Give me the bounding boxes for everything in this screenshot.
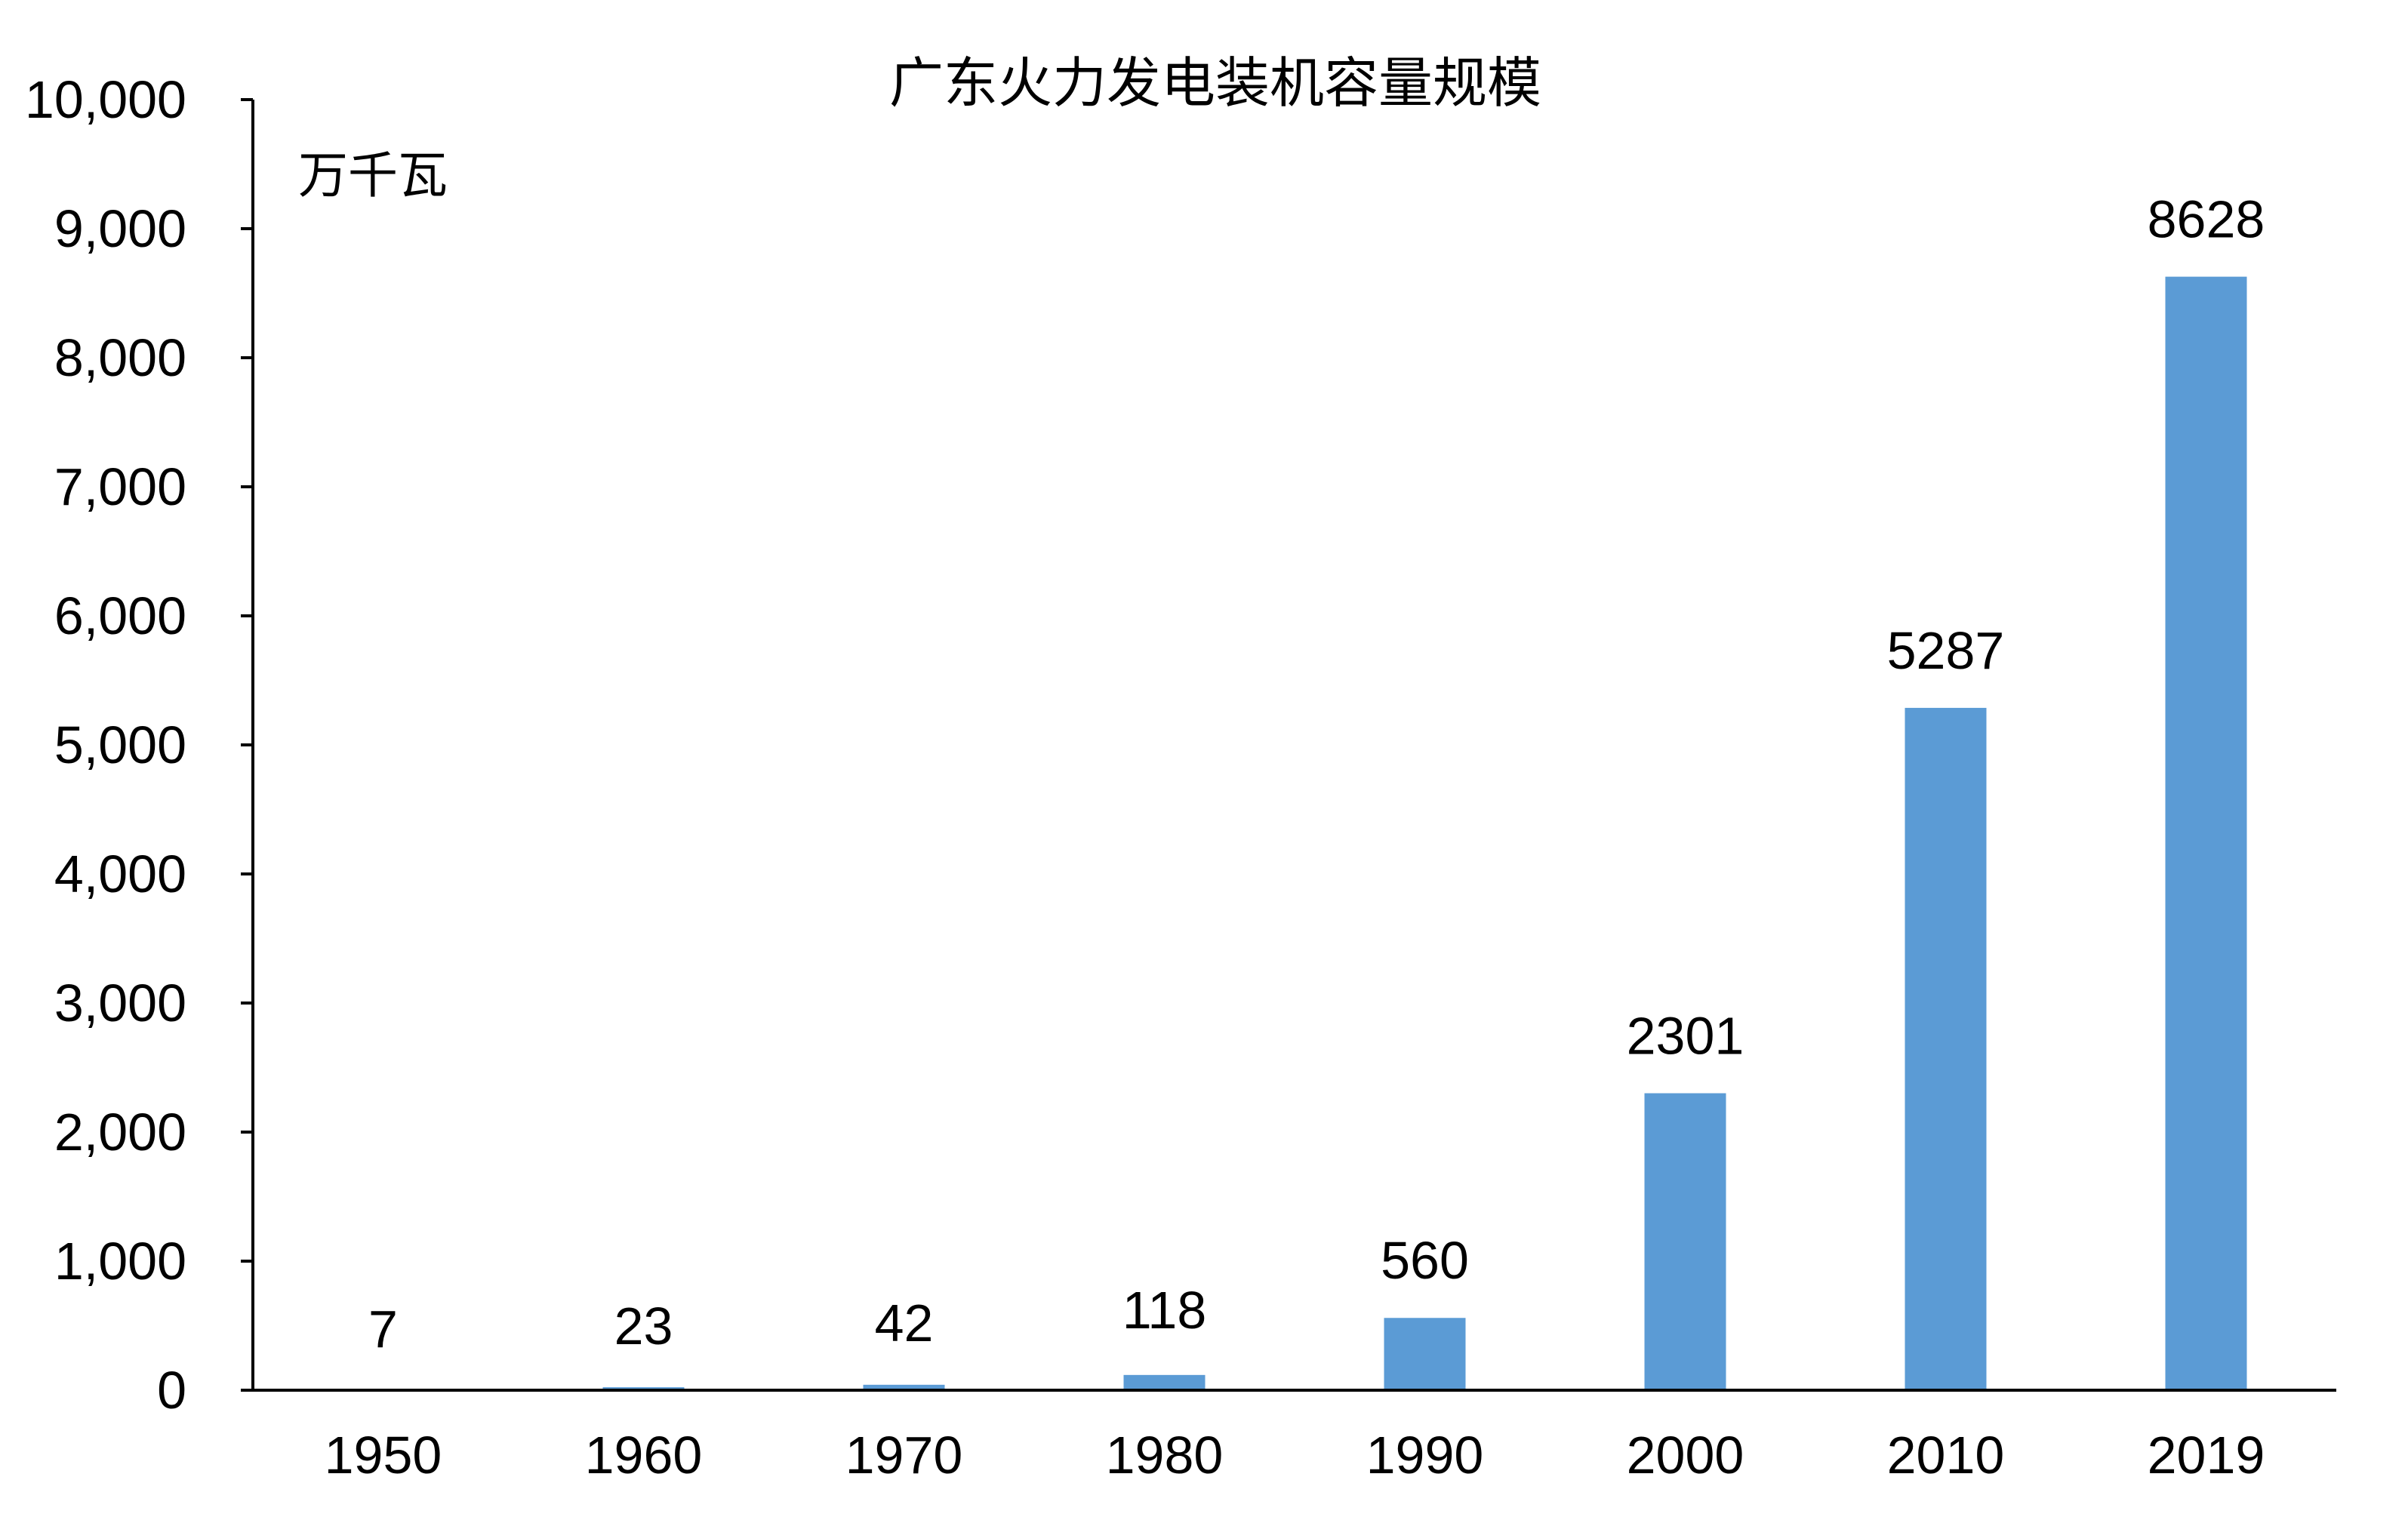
bar-1980: [1123, 1374, 1206, 1390]
y-tick-label: 4,000: [54, 845, 186, 903]
x-tick-label: 2000: [1627, 1426, 1744, 1485]
bar-1970: [863, 1384, 945, 1390]
x-tick-label: 1980: [1106, 1426, 1224, 1485]
data-label: 118: [1122, 1281, 1207, 1340]
bar-2010: [1905, 707, 1987, 1390]
data-label: 42: [875, 1294, 934, 1352]
data-label: 560: [1381, 1231, 1469, 1290]
bar-1990: [1384, 1318, 1466, 1390]
y-tick-label: 1,000: [54, 1232, 186, 1291]
y-tick-label: 5,000: [54, 715, 186, 774]
x-tick-label: 1950: [325, 1426, 442, 1485]
y-tick-label: 6,000: [54, 586, 186, 645]
x-tick-label: 1990: [1366, 1426, 1484, 1485]
data-label: 8628: [2148, 190, 2265, 249]
plot-area: 0 1,000 2,000 3,000 4,000 5,000 6,000 7,000 8,00…: [25, 70, 2336, 1485]
data-label: 23: [614, 1297, 673, 1355]
y-tick-label: 7,000: [54, 457, 186, 516]
x-tick-label: 1970: [845, 1426, 963, 1485]
y-tick-label: 9,000: [54, 199, 186, 258]
x-tick-label: 2019: [2148, 1426, 2265, 1485]
data-label: 7: [368, 1300, 398, 1358]
y-unit-label: 万千瓦: [298, 146, 448, 205]
y-tick-label: 3,000: [54, 974, 186, 1032]
bar-2000: [1644, 1093, 1726, 1390]
bar-2019: [2165, 276, 2247, 1390]
y-tick-label: 0: [157, 1361, 186, 1420]
x-tick-label: 2010: [1887, 1426, 2005, 1485]
y-tick-label: 2,000: [54, 1103, 186, 1162]
x-tick-label: 1960: [585, 1426, 703, 1485]
y-tick-label: 10,000: [25, 70, 186, 129]
chart-title: 广东火力发电装机容量规模: [889, 51, 1541, 115]
data-label: 5287: [1887, 621, 2005, 680]
y-tick-label: 8,000: [54, 328, 186, 387]
data-label: 2301: [1627, 1007, 1744, 1066]
